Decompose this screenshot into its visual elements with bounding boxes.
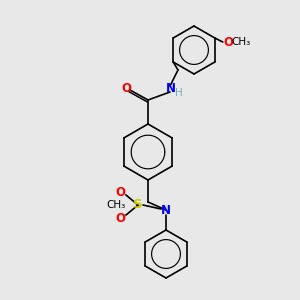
Text: S: S xyxy=(133,199,143,212)
Text: N: N xyxy=(161,203,171,217)
Text: O: O xyxy=(121,82,131,94)
Text: O: O xyxy=(224,35,234,49)
Text: N: N xyxy=(166,82,176,94)
Text: CH₃: CH₃ xyxy=(106,200,126,210)
Text: CH₃: CH₃ xyxy=(231,37,250,47)
Text: H: H xyxy=(175,88,183,98)
Text: O: O xyxy=(115,212,125,224)
Text: O: O xyxy=(115,185,125,199)
